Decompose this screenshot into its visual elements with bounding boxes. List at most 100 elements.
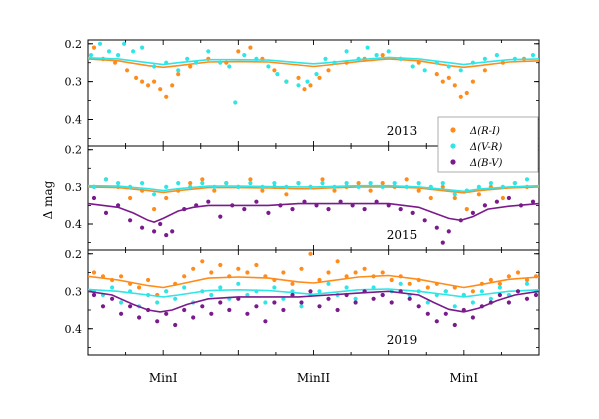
data-point xyxy=(218,214,223,219)
data-point xyxy=(422,68,427,73)
data-point xyxy=(425,311,430,316)
data-point xyxy=(116,53,121,58)
series-3 xyxy=(87,289,540,328)
y-axis-label: Δ mag xyxy=(41,180,55,219)
data-point xyxy=(164,94,169,99)
data-point xyxy=(110,296,115,301)
data-point xyxy=(488,277,493,283)
data-point xyxy=(497,292,502,298)
data-point xyxy=(416,188,421,193)
data-point xyxy=(512,181,518,186)
data-point xyxy=(296,181,301,186)
data-point xyxy=(392,181,397,186)
data-point xyxy=(326,296,331,301)
data-point xyxy=(362,266,367,271)
data-point xyxy=(227,307,232,313)
data-point xyxy=(164,311,169,316)
data-point xyxy=(506,300,511,305)
data-point xyxy=(371,296,376,301)
data-point xyxy=(410,64,415,69)
data-point xyxy=(182,285,187,290)
data-point xyxy=(206,49,211,54)
data-point xyxy=(434,319,439,324)
data-point xyxy=(158,221,163,227)
data-point xyxy=(182,274,187,279)
legend-marker-bv xyxy=(450,159,456,165)
panel-year-label: 2013 xyxy=(387,124,418,138)
data-point xyxy=(464,207,469,212)
data-point xyxy=(422,218,427,223)
legend-label-bv: Δ(B-V) xyxy=(469,158,503,169)
data-point xyxy=(119,300,124,305)
data-point xyxy=(524,296,530,301)
data-point xyxy=(488,296,493,301)
data-point xyxy=(170,83,175,88)
data-point xyxy=(284,192,289,197)
fit-line xyxy=(87,290,540,313)
data-point xyxy=(106,49,112,54)
data-point xyxy=(242,207,247,212)
data-point xyxy=(353,296,358,301)
data-point xyxy=(272,68,277,73)
data-point xyxy=(470,289,475,294)
data-point xyxy=(380,270,385,275)
data-point xyxy=(272,181,277,186)
data-point xyxy=(380,181,385,186)
data-point xyxy=(200,304,205,309)
data-point xyxy=(176,72,181,77)
data-point xyxy=(446,229,451,234)
data-point xyxy=(290,292,295,298)
y-tick-label: 0.2 xyxy=(65,144,83,157)
data-point xyxy=(152,207,157,212)
fit-line xyxy=(87,58,540,69)
data-point xyxy=(119,311,124,316)
data-point xyxy=(146,277,151,283)
y-tick-label: 0.2 xyxy=(65,248,83,261)
data-point xyxy=(254,262,259,268)
data-point xyxy=(91,45,97,50)
data-point xyxy=(302,87,307,92)
data-point xyxy=(296,75,301,80)
data-point xyxy=(140,79,145,84)
data-point xyxy=(140,181,145,186)
data-point xyxy=(386,49,391,54)
data-point xyxy=(428,195,433,201)
data-point xyxy=(344,181,349,186)
legend-marker-vr xyxy=(450,143,456,149)
y-tick-label: 0.4 xyxy=(65,114,83,127)
data-point xyxy=(389,277,394,283)
data-point xyxy=(125,68,130,73)
data-point xyxy=(116,181,121,186)
data-point xyxy=(97,41,103,46)
data-point xyxy=(284,79,289,84)
panel-year-label: 2019 xyxy=(387,333,418,347)
data-point xyxy=(470,300,475,305)
y-tick-label: 0.4 xyxy=(65,323,83,336)
data-point xyxy=(91,292,97,298)
data-point xyxy=(326,68,331,73)
data-point xyxy=(398,281,403,286)
data-point xyxy=(308,83,313,88)
data-point xyxy=(416,181,421,186)
data-point xyxy=(299,266,304,271)
data-point xyxy=(443,311,448,316)
panel-1: 0.2 0.3 0.4 2013 xyxy=(65,38,540,147)
data-point xyxy=(524,277,530,283)
data-point xyxy=(440,181,445,186)
data-point xyxy=(185,56,190,62)
x-tick-label: MinII xyxy=(297,371,331,385)
data-point xyxy=(188,181,193,186)
data-point xyxy=(317,304,322,309)
data-point xyxy=(482,68,487,73)
data-point xyxy=(440,240,445,245)
data-point xyxy=(302,199,307,204)
data-point xyxy=(416,304,421,309)
data-point xyxy=(374,199,379,204)
data-point xyxy=(458,94,463,99)
data-point xyxy=(248,177,253,182)
y-tick-label: 0.3 xyxy=(65,285,83,298)
data-point xyxy=(140,225,145,230)
fit-line xyxy=(87,288,540,298)
data-point xyxy=(227,64,232,69)
data-point xyxy=(524,177,530,182)
